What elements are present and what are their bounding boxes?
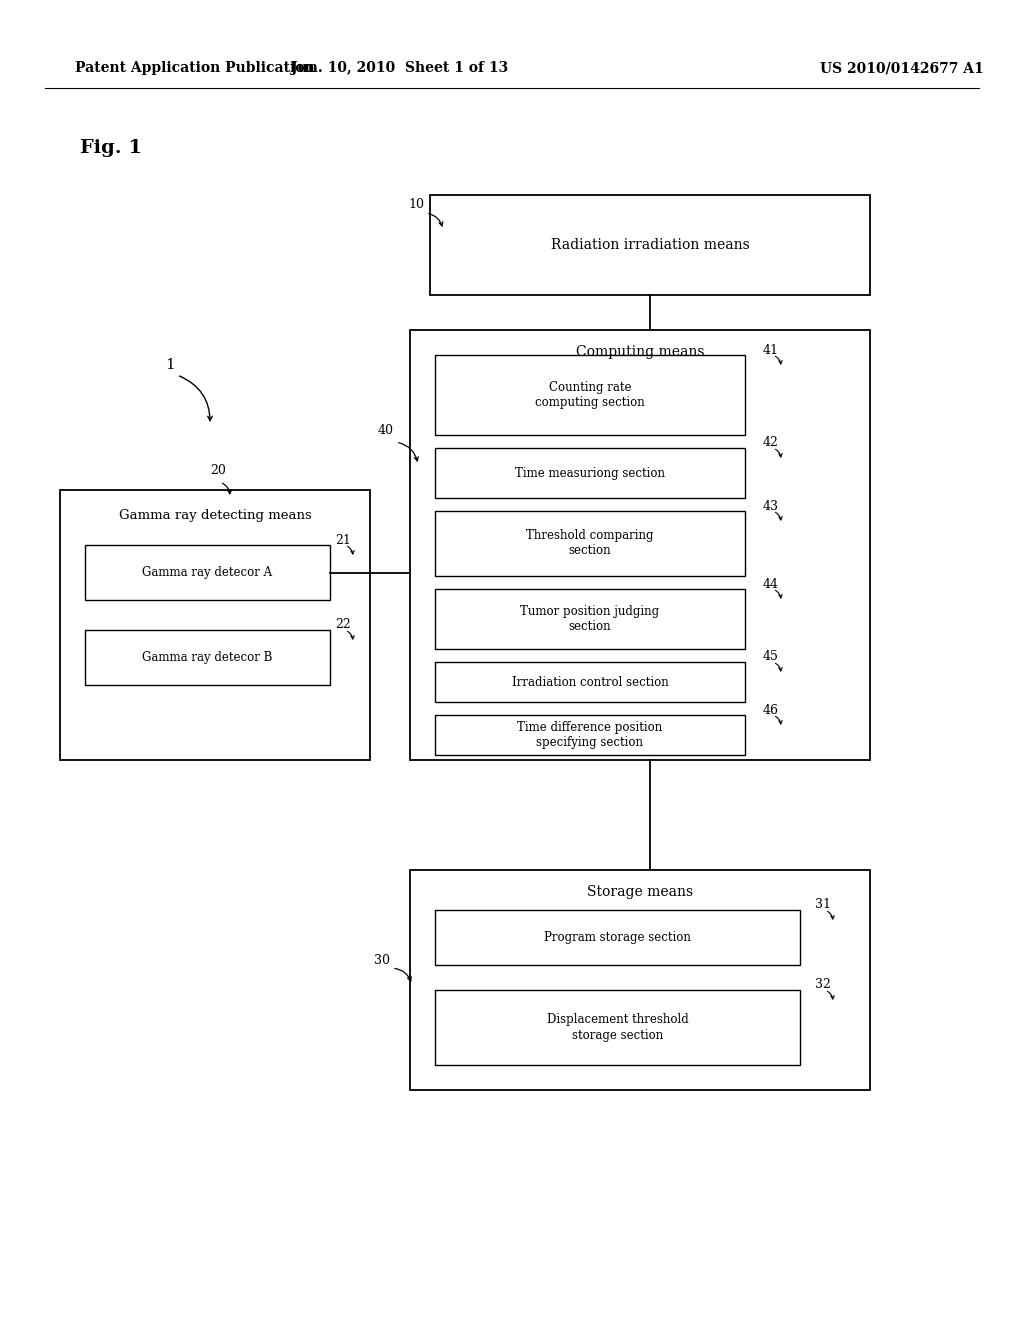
Text: 43: 43 <box>763 499 779 512</box>
Bar <box>435 909 800 965</box>
Bar <box>410 870 870 1090</box>
Text: 41: 41 <box>763 343 779 356</box>
FancyArrowPatch shape <box>222 483 231 494</box>
Text: Storage means: Storage means <box>587 884 693 899</box>
Text: 46: 46 <box>763 704 779 717</box>
Bar <box>85 630 330 685</box>
Text: 30: 30 <box>374 953 390 966</box>
FancyArrowPatch shape <box>775 717 782 723</box>
Bar <box>435 990 800 1065</box>
FancyArrowPatch shape <box>827 991 835 999</box>
Bar <box>60 490 370 760</box>
FancyArrowPatch shape <box>827 911 835 919</box>
FancyArrowPatch shape <box>775 356 782 364</box>
Text: Fig. 1: Fig. 1 <box>80 139 142 157</box>
Text: Gamma ray detecting means: Gamma ray detecting means <box>119 508 311 521</box>
Text: Gamma ray detecor B: Gamma ray detecor B <box>142 651 272 664</box>
Text: 44: 44 <box>763 578 779 590</box>
Text: 20: 20 <box>210 463 226 477</box>
FancyArrowPatch shape <box>179 376 212 421</box>
Text: Irradiation control section: Irradiation control section <box>512 676 669 689</box>
Text: 1: 1 <box>165 358 175 372</box>
Text: Time difference position
specifying section: Time difference position specifying sect… <box>517 721 663 748</box>
Bar <box>85 545 330 601</box>
FancyArrowPatch shape <box>775 512 782 520</box>
Bar <box>435 447 745 498</box>
Bar <box>430 195 870 294</box>
FancyArrowPatch shape <box>347 546 354 554</box>
Text: Patent Application Publication: Patent Application Publication <box>75 61 314 75</box>
Text: Computing means: Computing means <box>575 345 705 359</box>
FancyArrowPatch shape <box>398 442 418 461</box>
Text: 32: 32 <box>815 978 830 991</box>
FancyArrowPatch shape <box>775 590 782 598</box>
Text: Radiation irradiation means: Radiation irradiation means <box>551 238 750 252</box>
Text: Tumor position judging
section: Tumor position judging section <box>520 605 659 634</box>
Bar <box>435 663 745 702</box>
FancyArrowPatch shape <box>394 969 412 981</box>
Text: 10: 10 <box>408 198 424 211</box>
Bar <box>435 589 745 649</box>
Text: Displacement threshold
storage section: Displacement threshold storage section <box>547 1014 688 1041</box>
Text: Jun. 10, 2010  Sheet 1 of 13: Jun. 10, 2010 Sheet 1 of 13 <box>292 61 509 75</box>
FancyArrowPatch shape <box>775 449 782 457</box>
FancyArrowPatch shape <box>429 214 442 226</box>
Text: Time measuriong section: Time measuriong section <box>515 466 665 479</box>
Bar <box>435 715 745 755</box>
FancyArrowPatch shape <box>775 663 782 671</box>
Bar <box>410 330 870 760</box>
Text: Counting rate
computing section: Counting rate computing section <box>536 381 645 409</box>
Text: US 2010/0142677 A1: US 2010/0142677 A1 <box>820 61 984 75</box>
Text: 45: 45 <box>763 651 779 664</box>
Text: Program storage section: Program storage section <box>544 931 691 944</box>
Text: 31: 31 <box>815 899 831 912</box>
Text: 40: 40 <box>378 424 394 437</box>
Text: Threshold comparing
section: Threshold comparing section <box>526 529 653 557</box>
Bar <box>435 355 745 436</box>
Bar <box>435 511 745 576</box>
Text: Gamma ray detecor A: Gamma ray detecor A <box>142 566 272 579</box>
Text: 21: 21 <box>335 533 351 546</box>
FancyArrowPatch shape <box>347 631 354 639</box>
Text: 22: 22 <box>335 619 351 631</box>
Text: 42: 42 <box>763 437 779 450</box>
